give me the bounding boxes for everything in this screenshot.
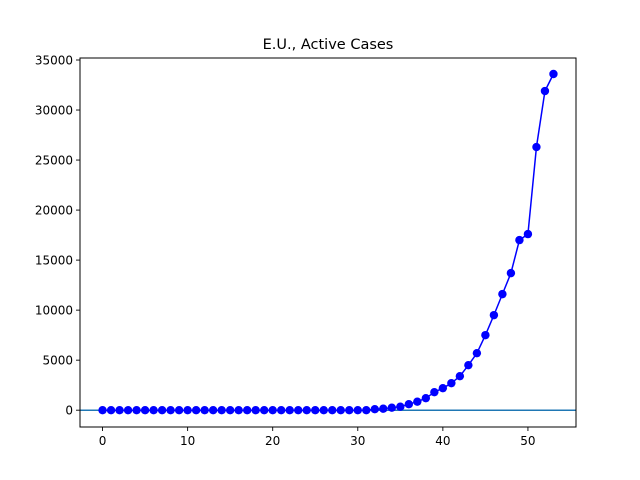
y-tick-label: 10000 [35, 304, 73, 318]
x-tick-label: 0 [99, 434, 107, 448]
data-point [277, 405, 286, 415]
data-point [396, 402, 405, 411]
data-point [549, 69, 558, 79]
data-point [430, 387, 439, 397]
data-point [268, 405, 277, 415]
data-point [234, 405, 243, 415]
data-point [498, 289, 507, 299]
data-point [191, 405, 201, 415]
data-point [489, 310, 499, 320]
data-point [540, 86, 550, 96]
x-tick-label: 40 [435, 434, 450, 448]
data-point [447, 378, 456, 388]
data-point [157, 405, 167, 415]
data-point [481, 330, 490, 340]
data-point [259, 405, 269, 415]
data-point [98, 405, 107, 415]
plot-area: 0 10 20 30 40 50 0 5000 10000 15000 20000 25000 3000… [35, 54, 577, 448]
data-point [438, 383, 448, 393]
data-point [115, 405, 124, 415]
data-point [208, 405, 218, 415]
data-point [140, 405, 150, 415]
data-point [132, 405, 141, 415]
data-point [353, 405, 362, 415]
x-tick-label: 20 [265, 434, 280, 448]
y-tick-label: 30000 [35, 104, 73, 118]
data-point [225, 405, 235, 415]
y-tick-label: 15000 [35, 254, 73, 268]
data-point [251, 405, 260, 415]
data-point [200, 405, 209, 415]
y-tick-label: 25000 [35, 154, 73, 168]
data-point [242, 405, 252, 415]
data-point [328, 405, 337, 415]
data-point [532, 142, 541, 152]
chart-title: E.U., Active Cases [263, 37, 394, 53]
data-point [149, 405, 158, 415]
data-point [106, 405, 116, 415]
data-point [311, 405, 320, 415]
data-point [345, 405, 354, 415]
data-point [421, 393, 431, 403]
data-point [319, 405, 328, 415]
data-point [302, 405, 311, 415]
data-point [523, 229, 533, 239]
axes-frame [79, 57, 577, 428]
x-tick-label: 30 [350, 434, 365, 448]
data-point [413, 397, 422, 406]
x-tick-label: 10 [180, 434, 195, 448]
data-point [174, 405, 184, 415]
data-point [285, 405, 294, 415]
data-point [370, 404, 379, 414]
y-tick-label: 5000 [42, 354, 73, 368]
x-tick-label: 50 [520, 434, 535, 448]
data-point [379, 404, 388, 413]
data-point [294, 405, 303, 415]
data-point [404, 399, 414, 409]
y-tick-label: 20000 [35, 204, 73, 218]
data-point [336, 405, 345, 415]
data-point [362, 405, 371, 415]
data-point [472, 348, 482, 358]
data-point [387, 403, 397, 412]
data-point [515, 235, 524, 245]
data-point [217, 405, 226, 415]
data-point [166, 405, 175, 415]
y-tick-label: 0 [65, 404, 73, 418]
y-tick-label: 35000 [35, 54, 73, 68]
data-point [455, 371, 465, 381]
data-point [183, 405, 192, 415]
data-point [506, 268, 516, 278]
data-point [123, 405, 133, 415]
data-point [464, 360, 473, 370]
